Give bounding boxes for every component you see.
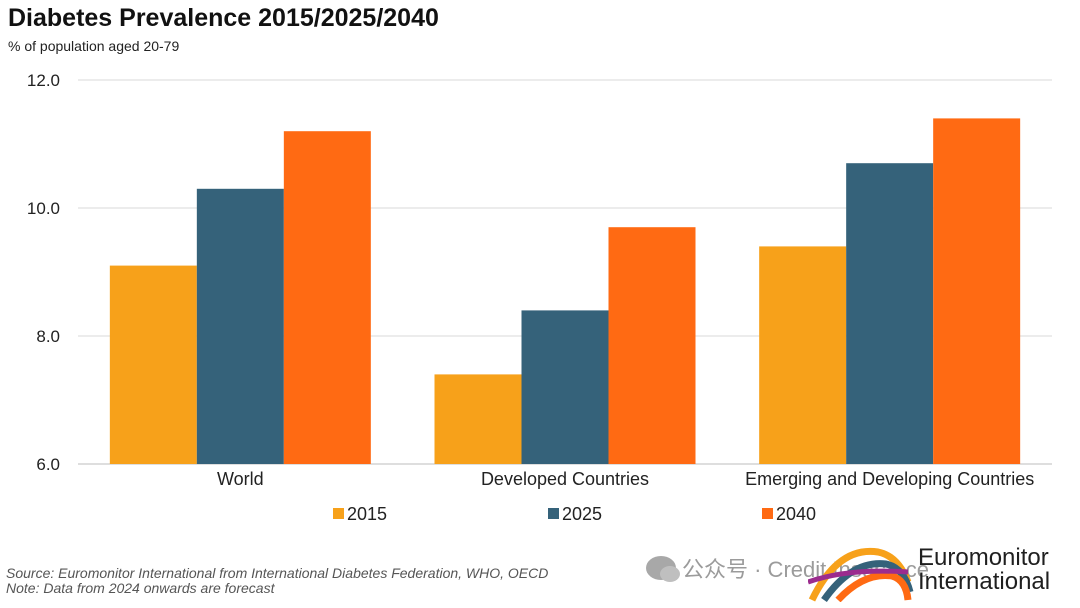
category-label: World [217,469,264,489]
legend-swatch [548,508,559,519]
source-note: Source: Euromonitor International from I… [6,565,549,581]
category-label: Developed Countries [481,469,649,489]
bar-2040-0 [283,131,371,464]
y-tick-label: 8.0 [36,327,60,346]
bars [109,118,1021,465]
legend-item: 2015 [333,504,387,524]
legend-label: 2040 [776,504,816,524]
chart-title: Diabetes Prevalence 2015/2025/2040 [8,4,439,32]
chart-subtitle: % of population aged 20-79 [8,38,180,54]
bar-2025-0 [196,188,284,465]
logo-line-2: International [918,568,1051,595]
legend-item: 2040 [762,504,816,524]
y-tick-label: 10.0 [27,199,60,218]
logo-wordmark: Euromonitor International [918,546,1050,594]
legend-swatch [762,508,773,519]
legend-label: 2015 [347,504,387,524]
forecast-note: Note: Data from 2024 onwards are forecas… [6,580,275,596]
bar-2025-2 [846,163,934,464]
y-tick-label: 6.0 [36,455,60,474]
bar-2040-1 [608,227,696,464]
wechat-icon [646,556,680,582]
y-axis-ticks: 6.0 8.0 10.0 12.0 [27,71,60,474]
legend-label: 2025 [562,504,602,524]
euromonitor-logo-icon [808,547,914,602]
logo-line-1: Euromonitor [918,544,1049,571]
category-labels: World Developed Countries Emerging and Dev… [217,469,1034,489]
bar-2015-2 [759,246,847,464]
chart-footer: Source: Euromonitor International from I… [6,566,548,596]
bar-chart: 6.0 8.0 10.0 12.0 World Developed Countries E… [27,71,1052,524]
bar-2015-0 [109,265,197,464]
category-label: Emerging and Developing Countries [745,469,1034,489]
legend: 2015 2025 2040 [333,504,816,524]
bar-2025-1 [521,310,609,464]
legend-item: 2025 [548,504,602,524]
legend-swatch [333,508,344,519]
y-tick-label: 12.0 [27,71,60,90]
bar-2015-1 [434,374,522,464]
bar-2040-2 [933,118,1021,465]
